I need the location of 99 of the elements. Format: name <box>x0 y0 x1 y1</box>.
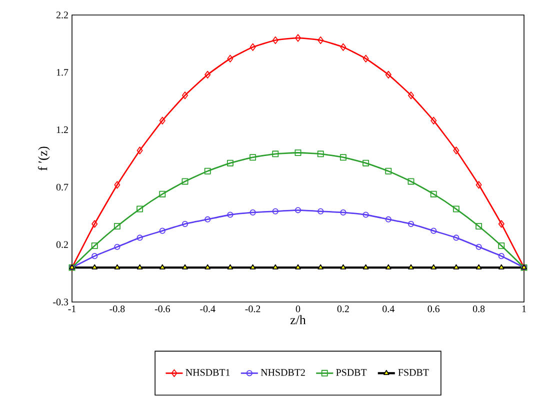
point <box>272 36 278 44</box>
point <box>498 220 504 228</box>
point <box>227 212 234 218</box>
point <box>204 70 211 79</box>
point <box>136 264 143 270</box>
x-tick-label: 0.4 <box>382 306 394 312</box>
point <box>362 212 369 218</box>
x-tick-label: -1 <box>68 306 76 312</box>
x-tick-label: 0.6 <box>428 306 440 312</box>
x-tick-label: -0.4 <box>200 306 216 312</box>
point <box>250 209 256 216</box>
point <box>340 264 346 270</box>
y-tick-label: 1.2 <box>56 126 68 134</box>
point <box>408 92 414 100</box>
point <box>92 264 98 270</box>
point <box>430 190 437 198</box>
point <box>385 168 392 174</box>
point <box>476 264 482 270</box>
point <box>476 222 482 230</box>
legend-label: NHSDBT1 <box>186 369 230 376</box>
point <box>318 36 324 44</box>
point <box>92 220 98 228</box>
legend-label: FSDBT <box>398 369 429 376</box>
point <box>340 154 346 161</box>
point <box>272 150 279 158</box>
point <box>250 43 256 51</box>
point <box>476 181 482 189</box>
point <box>295 34 301 42</box>
point <box>294 150 302 156</box>
legend-label: PSDBT <box>336 369 367 376</box>
y-tick-label: -0.3 <box>53 298 68 306</box>
point <box>498 242 505 249</box>
point <box>204 216 211 222</box>
point <box>114 264 120 270</box>
y-tick-label: 0.7 <box>56 184 68 191</box>
point <box>408 220 414 227</box>
point <box>498 253 504 260</box>
point <box>430 116 437 124</box>
point <box>272 208 278 214</box>
point <box>136 234 143 241</box>
point <box>340 43 346 51</box>
point <box>386 264 392 270</box>
point <box>362 160 370 166</box>
point <box>136 146 143 154</box>
point <box>227 264 234 270</box>
point <box>204 264 210 270</box>
point <box>226 160 234 166</box>
point <box>453 146 460 154</box>
point <box>92 253 98 260</box>
y-tick-label: 0.2 <box>56 241 68 248</box>
point <box>91 242 98 249</box>
point <box>159 116 166 124</box>
point <box>250 154 256 161</box>
point <box>295 264 301 270</box>
point <box>318 264 324 270</box>
point <box>136 206 144 212</box>
point <box>453 264 460 270</box>
x-tick-label: 0.8 <box>472 306 485 312</box>
y-axis-title: f ′(z) <box>38 146 50 170</box>
point <box>182 178 188 185</box>
x-tick-label: 0.2 <box>337 306 349 312</box>
point <box>408 264 414 270</box>
y-tick-label: 2.2 <box>56 12 68 18</box>
point <box>430 264 436 270</box>
point <box>250 264 256 270</box>
point <box>430 228 437 234</box>
point <box>204 168 211 174</box>
point <box>227 54 234 62</box>
point <box>385 70 392 79</box>
point <box>317 150 324 158</box>
point <box>362 264 369 270</box>
point <box>498 264 504 270</box>
point <box>182 92 188 100</box>
x-tick-label: -0.2 <box>245 306 260 312</box>
point <box>453 234 460 241</box>
point <box>385 216 392 222</box>
point <box>318 208 324 214</box>
point <box>159 228 166 234</box>
x-tick-label: -0.8 <box>110 306 125 312</box>
y-tick-label: 1.7 <box>56 69 68 76</box>
x-tick-label: 1 <box>522 306 526 312</box>
point <box>452 206 460 212</box>
point <box>362 54 369 62</box>
x-tick-label: -0.6 <box>154 306 170 312</box>
point <box>182 220 188 227</box>
legend-label: NHSDBT2 <box>260 369 305 376</box>
point <box>159 190 166 198</box>
point <box>272 264 278 270</box>
point <box>408 178 414 185</box>
point <box>182 264 188 270</box>
point <box>114 244 120 250</box>
point <box>160 264 166 270</box>
point <box>476 244 482 250</box>
x-tick-label: 0 <box>296 306 300 312</box>
point <box>114 222 120 230</box>
point <box>114 181 120 189</box>
point <box>294 207 302 214</box>
x-axis-title: z/h <box>290 315 306 324</box>
point <box>340 209 346 216</box>
